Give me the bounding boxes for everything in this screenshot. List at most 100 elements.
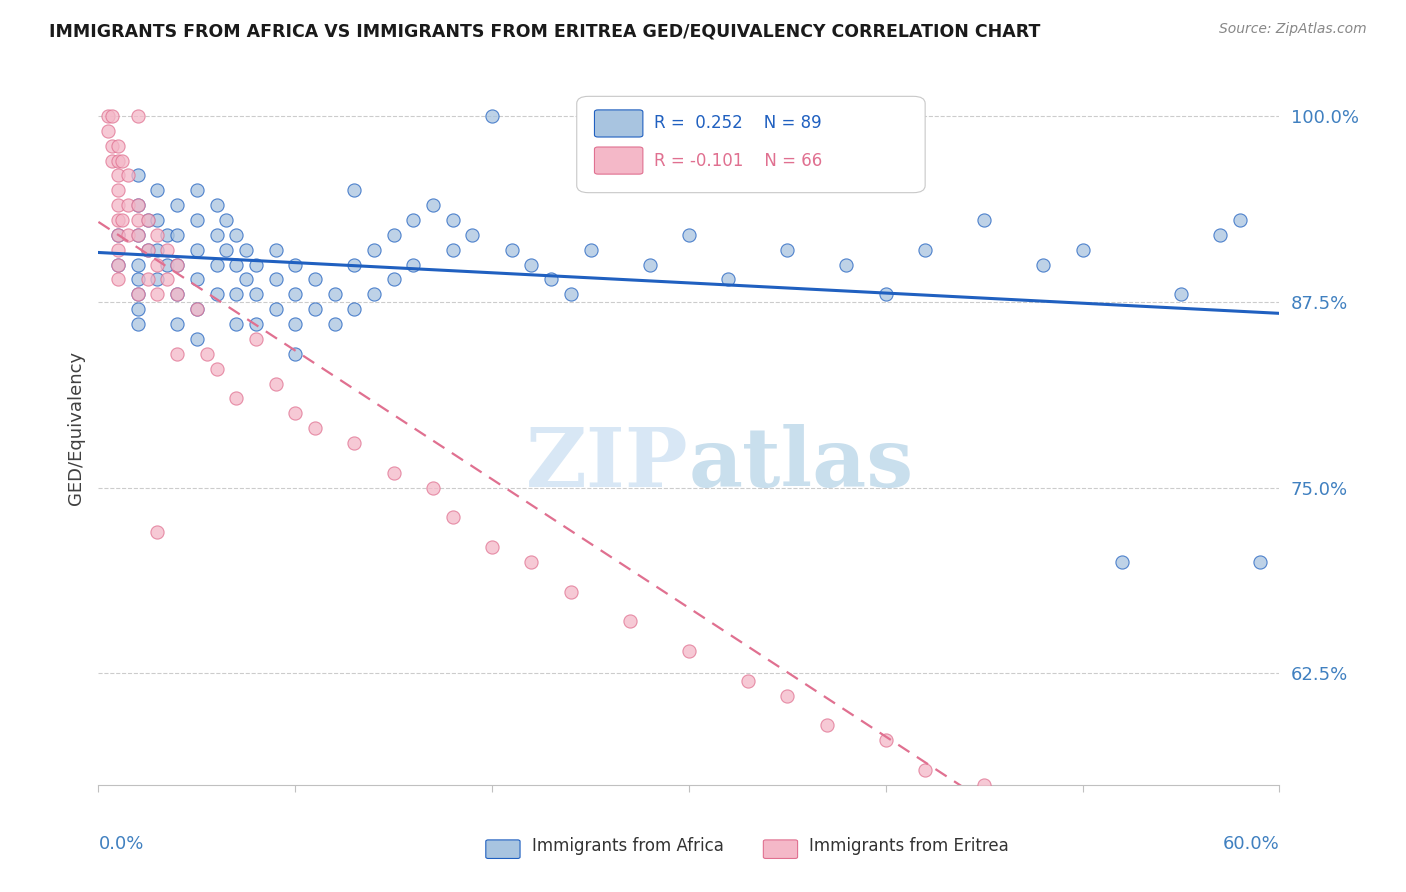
Point	[441, 213, 464, 227]
Point	[101, 153, 124, 168]
Point	[264, 243, 287, 257]
Point	[107, 169, 129, 183]
Point	[540, 272, 562, 286]
Point	[136, 213, 159, 227]
Point	[520, 258, 543, 272]
Point	[737, 673, 759, 688]
Text: 0.0%: 0.0%	[98, 835, 143, 853]
Point	[146, 272, 169, 286]
Point	[136, 243, 159, 257]
Point	[323, 287, 346, 301]
Point	[186, 183, 208, 197]
Point	[343, 302, 366, 317]
Point	[422, 198, 444, 212]
Point	[146, 287, 169, 301]
Point	[875, 733, 897, 747]
Point	[914, 243, 936, 257]
Point	[186, 302, 208, 317]
Point	[520, 555, 543, 569]
Text: ZIP: ZIP	[526, 424, 689, 504]
Point	[156, 258, 179, 272]
Point	[245, 287, 267, 301]
Point	[382, 272, 405, 286]
Point	[1071, 243, 1094, 257]
Point	[579, 243, 602, 257]
FancyBboxPatch shape	[763, 840, 797, 858]
Point	[101, 109, 124, 123]
Point	[638, 258, 661, 272]
Point	[717, 272, 740, 286]
Point	[166, 258, 188, 272]
Point	[284, 347, 307, 361]
Text: IMMIGRANTS FROM AFRICA VS IMMIGRANTS FROM ERITREA GED/EQUIVALENCY CORRELATION CH: IMMIGRANTS FROM AFRICA VS IMMIGRANTS FRO…	[49, 22, 1040, 40]
Point	[363, 243, 385, 257]
Point	[363, 287, 385, 301]
Text: R =  0.252    N = 89: R = 0.252 N = 89	[654, 114, 821, 132]
Point	[166, 198, 188, 212]
Point	[146, 525, 169, 540]
Point	[107, 243, 129, 257]
Point	[127, 109, 149, 123]
Point	[1189, 882, 1212, 892]
Point	[1071, 822, 1094, 837]
Point	[127, 317, 149, 331]
Point	[117, 227, 139, 242]
Point	[245, 332, 267, 346]
Text: Immigrants from Eritrea: Immigrants from Eritrea	[810, 837, 1010, 855]
Point	[481, 540, 503, 554]
Point	[186, 272, 208, 286]
Point	[127, 227, 149, 242]
Point	[127, 227, 149, 242]
Point	[343, 436, 366, 450]
Point	[166, 347, 188, 361]
Point	[973, 778, 995, 792]
Point	[973, 213, 995, 227]
Point	[245, 317, 267, 331]
Point	[156, 227, 179, 242]
Point	[166, 287, 188, 301]
Point	[166, 227, 188, 242]
Point	[343, 258, 366, 272]
Point	[402, 258, 425, 272]
Point	[284, 406, 307, 420]
Point	[678, 227, 700, 242]
Y-axis label: GED/Equivalency: GED/Equivalency	[66, 351, 84, 505]
Point	[215, 243, 238, 257]
Point	[560, 584, 582, 599]
Point	[441, 510, 464, 524]
Point	[107, 258, 129, 272]
Point	[560, 287, 582, 301]
Point	[186, 332, 208, 346]
Point	[107, 227, 129, 242]
Point	[97, 124, 120, 138]
Point	[875, 287, 897, 301]
Text: 60.0%: 60.0%	[1223, 835, 1279, 853]
Point	[304, 302, 326, 317]
Point	[146, 243, 169, 257]
FancyBboxPatch shape	[595, 110, 643, 137]
Point	[156, 272, 179, 286]
Point	[205, 287, 228, 301]
Point	[127, 302, 149, 317]
Point	[304, 272, 326, 286]
Point	[264, 376, 287, 391]
Point	[136, 243, 159, 257]
Point	[1150, 867, 1173, 881]
Point	[264, 302, 287, 317]
Point	[835, 258, 858, 272]
Point	[127, 213, 149, 227]
Point	[501, 243, 523, 257]
Text: R = -0.101    N = 66: R = -0.101 N = 66	[654, 152, 821, 169]
Point	[127, 272, 149, 286]
Point	[146, 227, 169, 242]
Point	[264, 272, 287, 286]
Point	[815, 718, 838, 732]
FancyBboxPatch shape	[595, 147, 643, 174]
Point	[225, 317, 247, 331]
Point	[441, 243, 464, 257]
Point	[235, 272, 257, 286]
Point	[117, 198, 139, 212]
Text: Source: ZipAtlas.com: Source: ZipAtlas.com	[1219, 22, 1367, 37]
Text: atlas: atlas	[689, 424, 914, 504]
Point	[323, 317, 346, 331]
